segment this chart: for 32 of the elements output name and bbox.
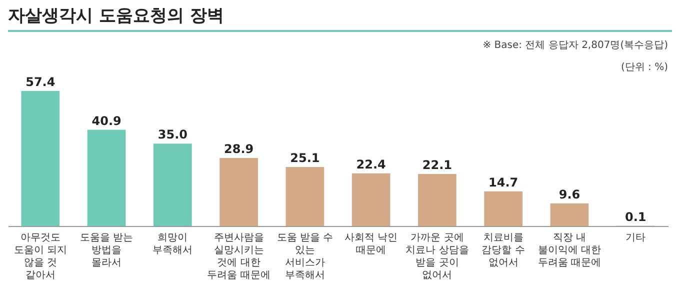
x-tick-label: 사회적 낙인 때문에 — [344, 232, 398, 256]
x-tick-label: 가까운 곳에 치료나 상담을 받을 곳이 없어서 — [406, 232, 469, 281]
x-tick-label: 희망이 부족해서 — [152, 232, 193, 256]
data-label: 35.0 — [158, 128, 188, 142]
data-label: 57.4 — [26, 75, 56, 89]
data-label: 22.1 — [422, 158, 452, 172]
data-label: 28.9 — [224, 142, 254, 156]
x-tick-label: 도움을 받는 방법을 몰라서 — [80, 232, 134, 268]
text: ※ Base: 전체 응답자 2,807명(복수응답) — [482, 39, 668, 52]
x-tick-label: 기타 — [626, 232, 646, 244]
data-label: 0.1 — [624, 210, 646, 224]
x-tick-label: 직장 내 불이익에 대한 두려움 때문에 — [538, 232, 602, 268]
x-tick-label: 주변사람을 실망시키는 것에 대한 두려움 때문에 — [207, 232, 270, 281]
bar — [153, 144, 192, 226]
text: (단위 : %) — [620, 61, 668, 74]
x-tick-label: 도움 받을 수 있는 서비스가 부족해서 — [276, 232, 334, 281]
chart-title: 자살생각시 도움요청의 장벽 — [8, 5, 224, 27]
bar — [286, 166, 324, 226]
bar — [87, 130, 126, 226]
x-tick-label: 치료비를 감당할 수 없어서 — [482, 232, 525, 268]
bar — [220, 158, 258, 226]
data-label: 22.4 — [356, 157, 386, 172]
bar — [352, 173, 390, 226]
bar — [484, 191, 523, 226]
data-label: 40.9 — [92, 114, 122, 128]
data-label: 25.1 — [290, 150, 320, 165]
x-tick-label: 아무것도 도움이 되지 않을 것 같아서 — [14, 232, 67, 281]
bar — [21, 91, 60, 226]
data-label: 14.7 — [488, 175, 518, 190]
bar — [550, 203, 589, 226]
bar — [418, 174, 456, 226]
data-label: 9.6 — [558, 187, 580, 202]
